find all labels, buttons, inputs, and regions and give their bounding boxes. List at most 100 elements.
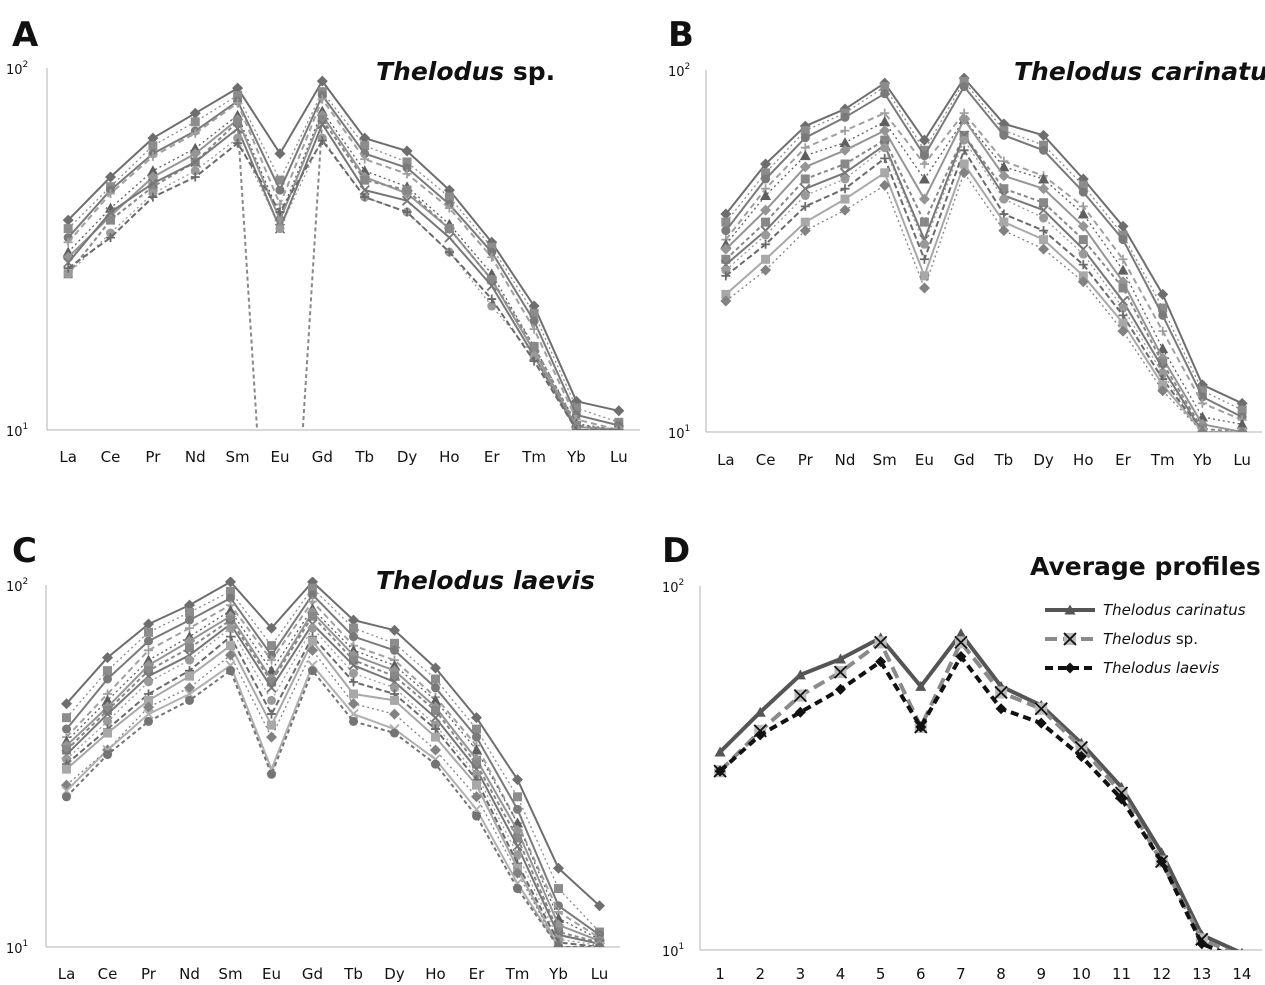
panel-c-ytick-top: 102 — [6, 577, 28, 595]
data-point — [348, 660, 359, 671]
data-point — [1039, 140, 1049, 150]
series-line — [67, 80, 620, 412]
data-point — [800, 133, 810, 143]
series-1 — [62, 75, 625, 417]
data-point — [233, 133, 243, 143]
data-point — [225, 577, 236, 588]
series-line — [725, 149, 1243, 432]
data-point — [840, 184, 850, 194]
data-point — [62, 214, 74, 226]
data-point — [1116, 793, 1127, 805]
data-point — [62, 745, 71, 755]
data-point — [62, 792, 71, 802]
data-point — [879, 116, 891, 127]
data-point — [317, 94, 327, 104]
data-point — [225, 649, 236, 661]
data-point — [143, 708, 154, 720]
x-tick-label: Tb — [354, 448, 374, 466]
data-point — [554, 901, 563, 911]
data-point — [554, 884, 563, 894]
series-line — [725, 85, 1243, 418]
panel-c-ytick-bottom: 101 — [6, 939, 28, 957]
data-point — [613, 405, 625, 417]
data-point — [999, 130, 1009, 140]
data-point — [1196, 426, 1208, 432]
x-tick-label: 9 — [1036, 965, 1046, 983]
panel-d-x-ticks: 1 2 3 4 5 6 7 8 9 10 11 12 13 14 — [715, 965, 1251, 983]
data-point — [471, 712, 482, 724]
data-point — [571, 425, 581, 430]
data-point — [185, 695, 194, 705]
data-point — [232, 82, 244, 94]
data-point — [430, 712, 441, 723]
data-point — [1039, 235, 1049, 245]
x-tick-label: 3 — [796, 965, 806, 983]
data-point — [721, 217, 731, 227]
data-point — [1158, 303, 1168, 313]
data-point — [1236, 949, 1248, 950]
data-point — [62, 713, 71, 723]
series-line — [66, 587, 600, 933]
data-point — [472, 759, 481, 769]
panel-c: C Thelodus laevis 102 101 La Ce Pr Nd Sm Eu Gd… — [6, 531, 620, 983]
data-point — [999, 126, 1009, 136]
data-point — [402, 157, 412, 167]
data-point — [275, 199, 285, 209]
data-point — [184, 599, 195, 611]
series-line — [67, 114, 619, 430]
data-point — [267, 720, 276, 730]
series-5 — [62, 105, 622, 430]
data-point — [880, 153, 890, 163]
data-point — [529, 308, 539, 318]
data-point — [308, 611, 317, 621]
x-tick-label: Er — [469, 965, 485, 983]
data-point — [275, 175, 285, 185]
data-point — [553, 862, 564, 874]
data-point — [720, 243, 732, 255]
data-point — [879, 125, 891, 137]
data-point — [349, 677, 358, 687]
data-point — [232, 123, 243, 134]
panel-c-series — [61, 577, 605, 947]
data-point — [275, 207, 285, 217]
series-line — [65, 593, 601, 936]
data-point — [472, 724, 481, 734]
data-point — [761, 174, 771, 184]
data-point — [614, 425, 624, 430]
data-point — [1197, 398, 1207, 408]
data-point — [275, 224, 285, 234]
series-2 — [63, 87, 624, 427]
data-point — [62, 724, 71, 734]
series-2 — [62, 583, 604, 937]
data-point — [1118, 254, 1128, 264]
data-point — [144, 677, 153, 687]
data-point — [721, 271, 731, 281]
x-tick-label: Ce — [98, 965, 118, 983]
data-point — [1236, 418, 1248, 429]
data-point — [307, 577, 318, 588]
data-point — [995, 703, 1007, 715]
data-point — [919, 239, 929, 249]
data-point — [835, 653, 846, 664]
data-point — [1118, 230, 1128, 240]
panel-b: B Thelodus carinatus 102 101 La Ce Pr Nd Sm E… — [668, 15, 1265, 469]
data-point — [444, 203, 454, 213]
data-point — [487, 247, 497, 257]
data-point — [430, 662, 441, 674]
data-point — [349, 668, 358, 678]
data-point — [274, 148, 286, 160]
data-point — [233, 117, 243, 127]
x-tick-label: Gd — [954, 451, 975, 469]
x-tick-label: 6 — [916, 965, 926, 983]
data-point — [800, 217, 810, 227]
data-point — [360, 154, 370, 164]
data-point — [919, 254, 929, 264]
data-point — [360, 192, 370, 202]
data-point — [148, 182, 158, 192]
series-line — [65, 600, 601, 939]
series-line — [67, 91, 620, 423]
data-point — [267, 655, 276, 665]
data-point — [554, 927, 563, 937]
legend-marker — [1063, 632, 1077, 646]
data-point — [144, 645, 153, 655]
